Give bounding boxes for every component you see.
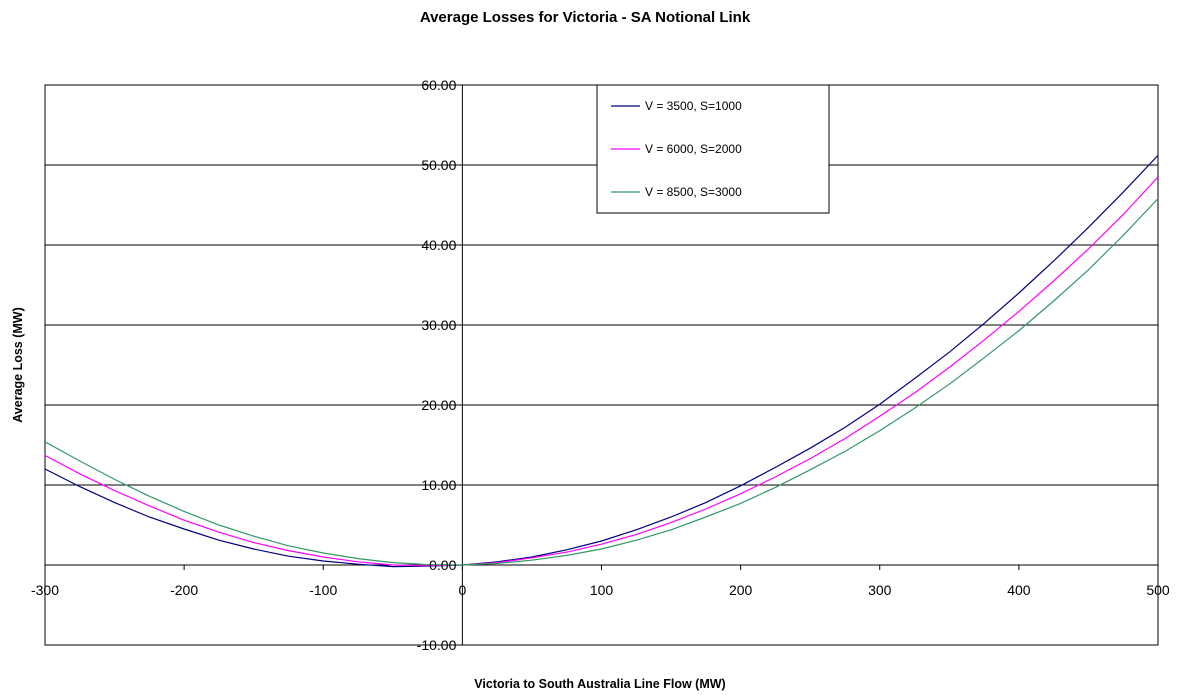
series-line bbox=[44, 198, 1159, 566]
y-tick-label: 20.00 bbox=[421, 397, 456, 413]
x-tick-labels: -300 -200 -100 0 100 200 300 400 500 bbox=[31, 582, 1170, 598]
x-tick-label: 300 bbox=[868, 582, 892, 598]
x-tick-label: 100 bbox=[590, 582, 614, 598]
y-tick-label: 10.00 bbox=[421, 477, 456, 493]
legend-label: V = 8500, S=3000 bbox=[645, 185, 742, 199]
x-axis-label: Victoria to South Australia Line Flow (M… bbox=[474, 677, 725, 691]
x-tick-label: -300 bbox=[31, 582, 59, 598]
series-line bbox=[44, 176, 1159, 567]
x-tick-label: 500 bbox=[1146, 582, 1170, 598]
axes bbox=[44, 84, 1159, 646]
y-tick-label: 50.00 bbox=[421, 157, 456, 173]
y-axis-label: Average Loss (MW) bbox=[11, 307, 25, 423]
y-tick-labels: -10.00 0.00 10.00 20.00 30.00 40.00 50.00 60.00 bbox=[417, 77, 457, 653]
y-tick-label: 30.00 bbox=[421, 317, 456, 333]
x-tick-label: 200 bbox=[729, 582, 753, 598]
legend-label: V = 3500, S=1000 bbox=[645, 99, 742, 113]
y-tick-label: 40.00 bbox=[421, 237, 456, 253]
legend: V = 3500, S=1000 V = 6000, S=2000 V = 8500… bbox=[596, 84, 830, 214]
x-tick-label: -100 bbox=[309, 582, 337, 598]
legend-label: V = 6000, S=2000 bbox=[645, 142, 742, 156]
x-tick-label: -200 bbox=[170, 582, 198, 598]
y-tick-label: -10.00 bbox=[417, 637, 457, 653]
series-lines bbox=[44, 154, 1159, 568]
x-tick-label: 400 bbox=[1007, 582, 1031, 598]
series-line bbox=[44, 154, 1159, 568]
x-tick-label: 0 bbox=[458, 582, 466, 598]
chart-title: Average Losses for Victoria - SA Notiona… bbox=[420, 9, 751, 26]
y-tick-label: 0.00 bbox=[429, 557, 456, 573]
y-tick-label: 60.00 bbox=[421, 77, 456, 93]
